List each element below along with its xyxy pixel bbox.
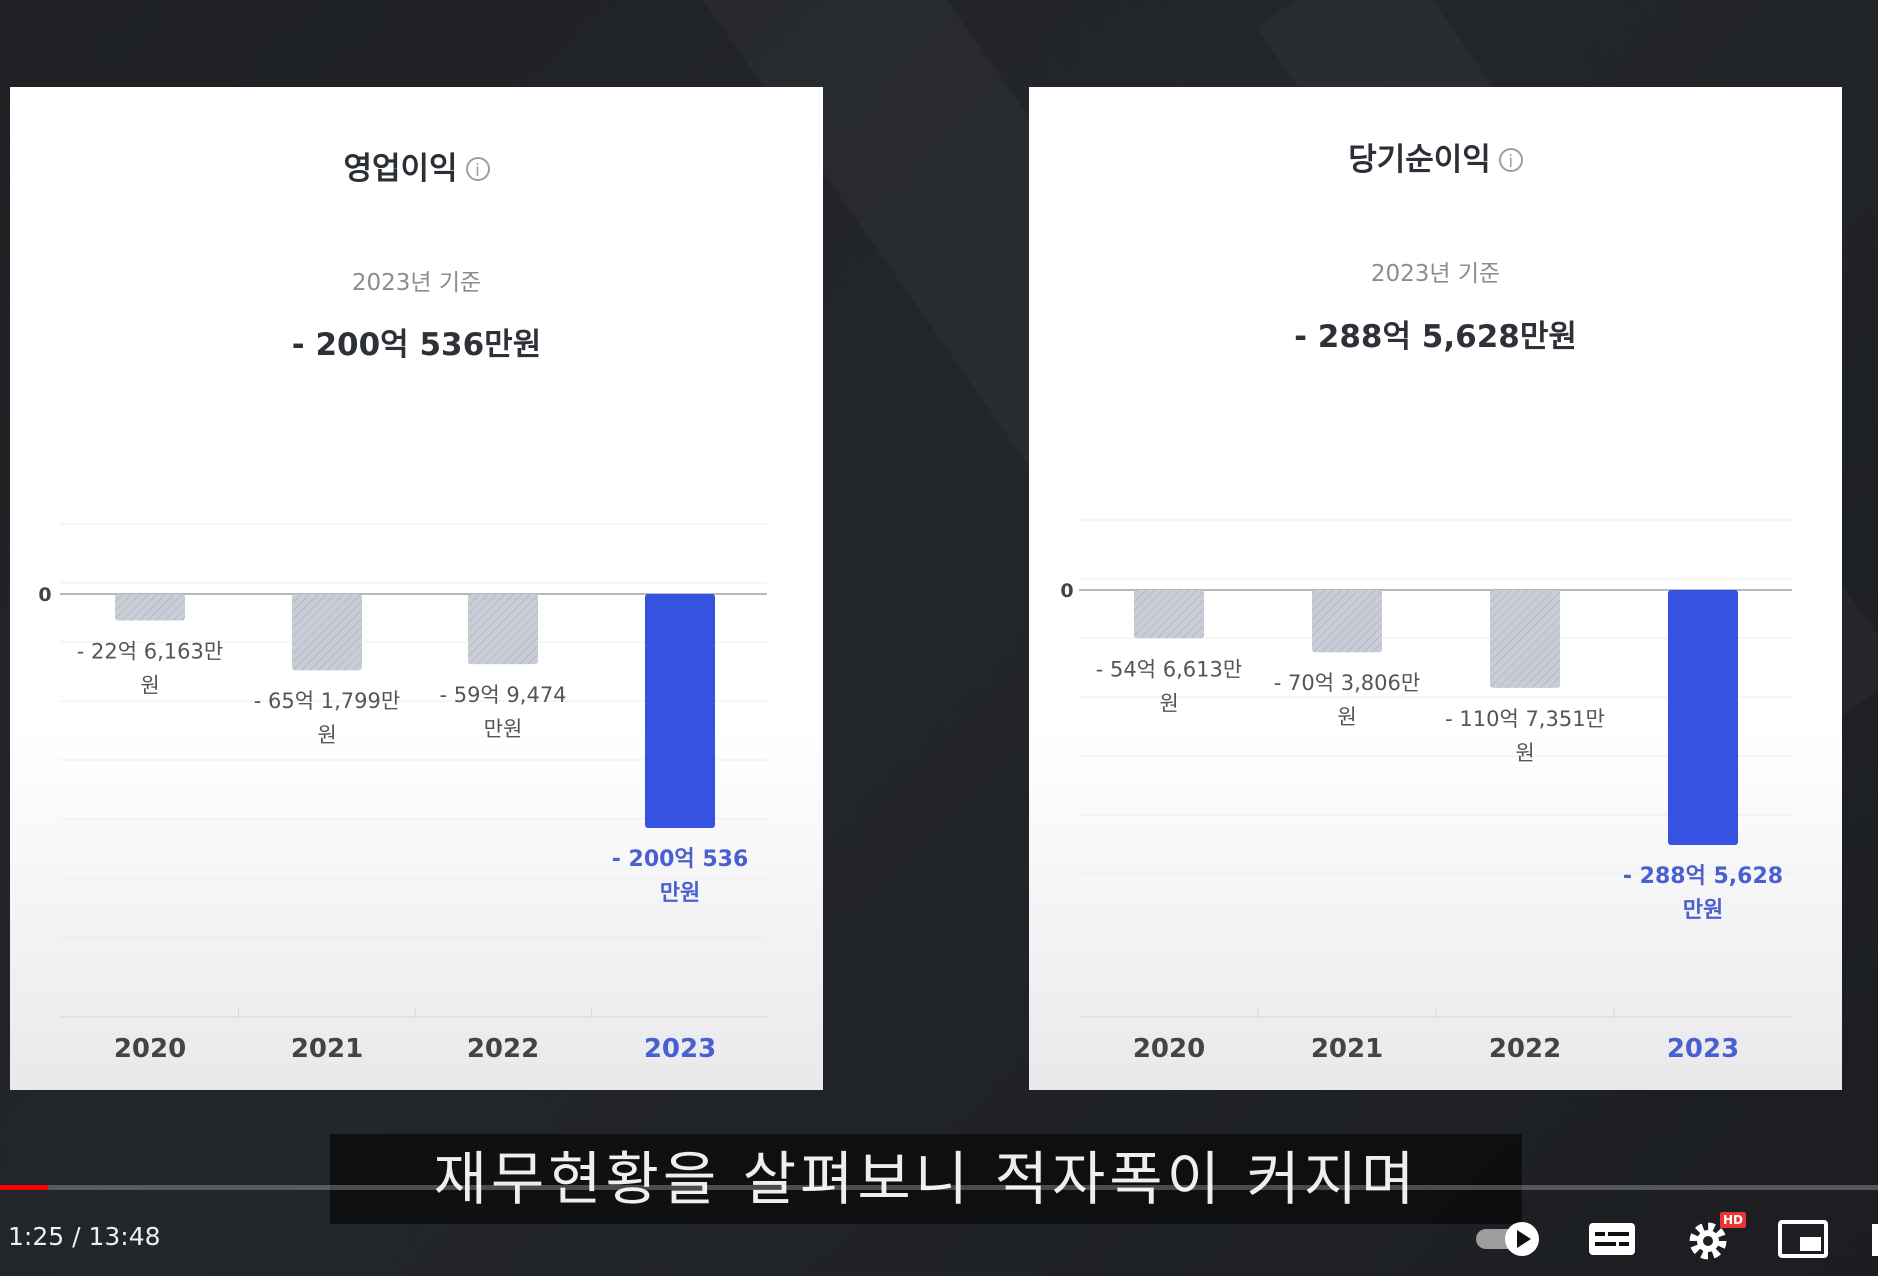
value-label: - 70억 3,806만 [1274,671,1420,695]
captions-icon[interactable] [1586,1214,1638,1264]
bar-2021 [292,594,362,671]
x-tick-label: 2021 [1311,1034,1383,1064]
x-tick-label: 2021 [291,1034,363,1064]
value-label: - 110억 7,351만 [1445,707,1605,731]
value-label: 원 [1159,691,1178,715]
fullscreen-icon[interactable] [1872,1224,1878,1256]
card-total-value: - 200억 536만원 [291,327,542,363]
value-label: 원 [140,673,159,697]
progress-played [0,1185,49,1190]
info-icon[interactable]: i [465,157,490,181]
hd-badge: HD [1720,1212,1747,1228]
bar-2023 [645,594,715,828]
bar-2022 [1490,590,1560,688]
value-label: 만원 [484,717,523,741]
bar-2023 [1668,590,1738,845]
video-caption: 재무현황을 살펴보니 적자폭이 커지며 [330,1134,1522,1224]
value-label: - 200억 536 [612,847,749,872]
value-label: 만원 [660,881,700,906]
value-label: - 59억 9,474 [439,683,566,707]
y-tick-label: 0 [38,584,51,606]
bar-2020 [1134,590,1204,639]
settings-icon[interactable] [1680,1214,1740,1264]
x-tick-label: 2022 [467,1034,539,1064]
x-tick-label: 2020 [1133,1034,1205,1064]
info-icon[interactable]: i [1498,148,1523,172]
autoplay-toggle-icon[interactable] [1474,1214,1544,1264]
x-tick-label: 2023 [644,1034,716,1064]
net-profit-card: 당기순이익 i 2023년 기준 - 288억 5,628만원 0- 54억 6,… [1029,87,1842,1090]
bar-2022 [468,594,538,665]
x-tick-label: 2023 [1667,1034,1739,1064]
value-label: 원 [1337,705,1356,729]
card-subtitle: 2023년 기준 [1370,261,1501,287]
value-label: 만원 [1683,898,1723,923]
value-label: - 22억 6,163만 [77,639,223,663]
card-title: 당기순이익 i [1029,134,1842,179]
progress-bar[interactable] [0,1185,1878,1190]
card-title: 영업이익 i [10,143,823,188]
bar-2020 [115,594,185,621]
card-total-value: - 288억 5,628만원 [1294,319,1577,355]
value-label: - 54억 6,613만 [1096,657,1242,681]
value-label: 원 [317,723,336,747]
x-tick-label: 2020 [114,1034,186,1064]
miniplayer-icon[interactable] [1776,1214,1830,1264]
value-label: 원 [1515,741,1534,765]
operating-profit-card: 영업이익 i 2023년 기준 - 200억 536만원 0- 22억 6,163… [10,87,823,1090]
time-display: 1:25 / 13:48 [8,1222,161,1251]
y-tick-label: 0 [1060,580,1073,602]
card-subtitle: 2023년 기준 [351,270,482,296]
value-label: - 65억 1,799만 [254,689,400,713]
bar-2021 [1312,590,1382,653]
x-tick-label: 2022 [1489,1034,1561,1064]
value-label: - 288억 5,628 [1623,864,1783,889]
